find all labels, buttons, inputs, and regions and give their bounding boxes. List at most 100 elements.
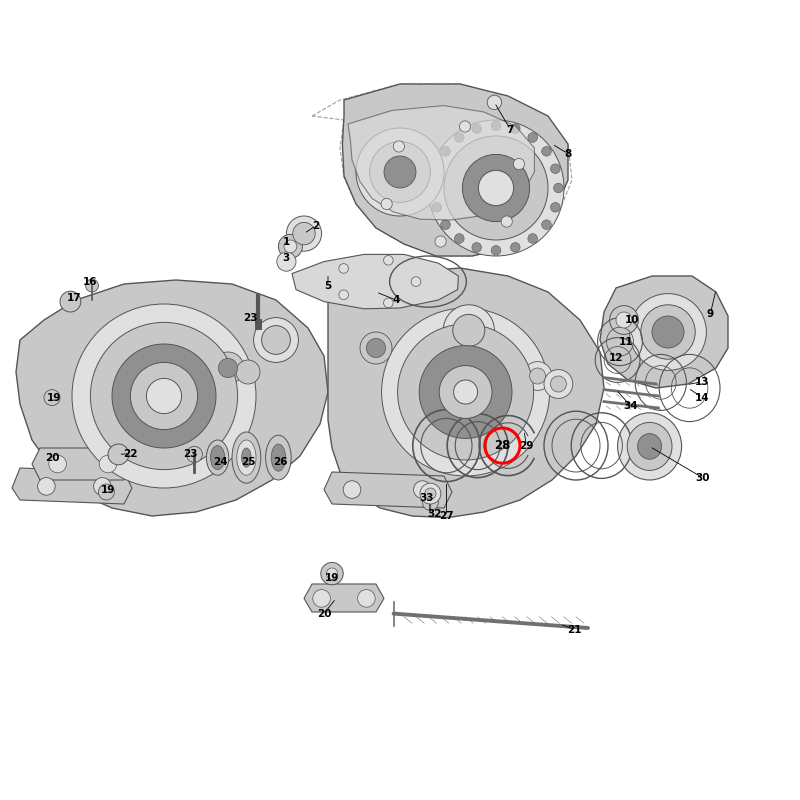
Ellipse shape (293, 222, 315, 245)
Ellipse shape (266, 435, 291, 480)
Circle shape (236, 360, 260, 384)
Ellipse shape (206, 440, 229, 475)
Circle shape (384, 156, 416, 188)
Circle shape (435, 236, 446, 247)
Circle shape (542, 146, 551, 156)
Circle shape (641, 305, 695, 359)
Circle shape (454, 380, 478, 404)
Circle shape (313, 590, 330, 607)
Circle shape (94, 478, 111, 495)
Text: 3: 3 (282, 254, 290, 263)
Circle shape (146, 378, 182, 414)
Circle shape (356, 128, 444, 216)
Circle shape (610, 306, 638, 334)
Circle shape (321, 562, 343, 585)
Circle shape (444, 136, 548, 240)
Ellipse shape (232, 432, 261, 483)
Text: 23: 23 (243, 313, 258, 322)
Circle shape (501, 216, 512, 227)
Circle shape (432, 202, 442, 212)
Circle shape (218, 358, 238, 378)
Circle shape (278, 234, 302, 258)
Circle shape (441, 220, 450, 230)
Circle shape (616, 312, 632, 328)
Circle shape (652, 316, 684, 348)
Ellipse shape (627, 422, 672, 470)
Circle shape (358, 590, 375, 607)
Text: 34: 34 (623, 401, 638, 410)
Circle shape (108, 444, 129, 465)
Circle shape (514, 158, 525, 170)
Circle shape (441, 146, 450, 156)
Ellipse shape (425, 488, 436, 499)
Circle shape (98, 484, 114, 500)
Circle shape (411, 277, 421, 286)
Circle shape (528, 234, 538, 243)
Circle shape (472, 242, 482, 252)
Circle shape (382, 308, 550, 476)
Text: 9: 9 (707, 309, 714, 318)
Text: 20: 20 (317, 609, 331, 618)
Circle shape (630, 294, 706, 370)
Circle shape (414, 481, 431, 498)
Circle shape (60, 291, 81, 312)
Ellipse shape (210, 446, 225, 470)
Circle shape (550, 376, 566, 392)
Circle shape (487, 95, 502, 110)
Circle shape (454, 234, 464, 243)
Ellipse shape (237, 440, 256, 475)
Circle shape (523, 362, 552, 390)
Circle shape (277, 252, 296, 271)
Circle shape (99, 455, 117, 473)
Text: 7: 7 (506, 125, 514, 134)
Circle shape (419, 346, 512, 438)
Circle shape (472, 124, 482, 134)
Ellipse shape (638, 434, 662, 459)
Circle shape (453, 314, 485, 346)
Text: 23: 23 (183, 449, 198, 458)
Circle shape (422, 494, 438, 510)
Text: 26: 26 (273, 457, 287, 466)
Text: 28: 28 (494, 439, 510, 452)
Polygon shape (324, 472, 452, 508)
Circle shape (370, 142, 430, 202)
Circle shape (491, 121, 501, 130)
Circle shape (443, 305, 494, 356)
Text: 24: 24 (213, 457, 227, 466)
Text: 1: 1 (282, 238, 290, 247)
Circle shape (366, 338, 386, 358)
Circle shape (381, 198, 392, 210)
Polygon shape (12, 468, 132, 504)
Circle shape (432, 164, 442, 174)
Circle shape (112, 344, 216, 448)
Circle shape (454, 133, 464, 142)
Circle shape (339, 264, 349, 274)
Circle shape (398, 324, 534, 460)
Circle shape (343, 481, 361, 498)
Circle shape (38, 478, 55, 495)
Text: 20: 20 (45, 453, 59, 462)
Text: 10: 10 (625, 315, 639, 325)
Ellipse shape (618, 413, 682, 480)
Text: 14: 14 (695, 393, 710, 402)
Circle shape (550, 164, 560, 174)
Circle shape (86, 279, 98, 292)
Text: 2: 2 (312, 221, 320, 230)
Text: 16: 16 (83, 277, 98, 286)
Text: 25: 25 (241, 457, 255, 466)
Circle shape (530, 368, 546, 384)
Polygon shape (32, 448, 132, 480)
Circle shape (339, 290, 349, 299)
Circle shape (478, 170, 514, 206)
Polygon shape (304, 584, 384, 612)
Polygon shape (348, 106, 534, 220)
Text: 32: 32 (427, 509, 442, 518)
Circle shape (510, 242, 520, 252)
Circle shape (462, 154, 530, 222)
Circle shape (49, 455, 66, 473)
Circle shape (542, 220, 551, 230)
Ellipse shape (242, 448, 251, 467)
Ellipse shape (286, 216, 322, 251)
Polygon shape (600, 276, 728, 388)
Text: 29: 29 (519, 441, 534, 450)
